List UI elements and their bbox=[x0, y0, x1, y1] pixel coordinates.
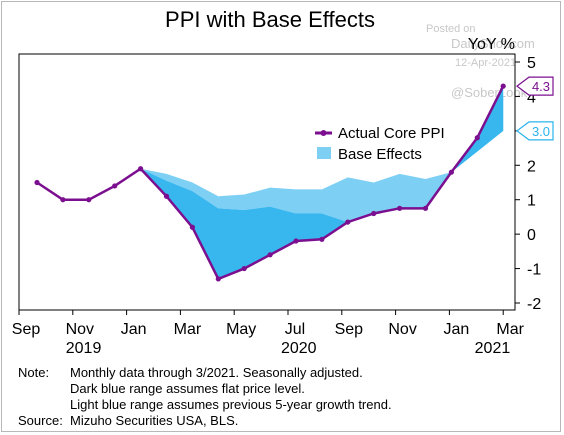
x-tick-label: Nov bbox=[388, 321, 416, 338]
y-tick-label: 4 bbox=[527, 89, 536, 106]
chart-title: PPI with Base Effects bbox=[165, 7, 375, 32]
value-callout-label: 4.3 bbox=[532, 79, 550, 94]
chart-notes: Note: Monthly data through 3/2021. Season… bbox=[18, 365, 392, 429]
actual-core-ppi-point bbox=[86, 197, 92, 203]
y-tick-label: 1 bbox=[527, 193, 536, 210]
x-year-label: 2020 bbox=[281, 340, 317, 357]
legend-marker-swatch bbox=[320, 130, 327, 136]
actual-core-ppi-point bbox=[163, 193, 170, 199]
note-line-1: Monthly data through 3/2021. Seasonally … bbox=[70, 365, 363, 380]
actual-core-ppi-point bbox=[500, 83, 506, 89]
actual-core-ppi-point bbox=[34, 179, 40, 186]
actual-core-ppi-point bbox=[448, 169, 454, 175]
y-tick-label: 0 bbox=[527, 227, 536, 244]
note-label: Note: bbox=[18, 365, 50, 380]
x-year-label: 2021 bbox=[475, 340, 511, 357]
x-tick-label: Nov bbox=[66, 321, 94, 338]
base-effects-dark-band bbox=[140, 86, 504, 279]
actual-core-ppi-point bbox=[371, 210, 377, 217]
y-axis-title: YoY % bbox=[468, 36, 515, 53]
actual-core-ppi-point bbox=[293, 238, 299, 244]
value-callout-box bbox=[516, 121, 554, 141]
x-tick-label: Sep bbox=[335, 321, 364, 338]
watermark: Posted on DailyShot.com 12-Apr-2021 @Sob… bbox=[426, 23, 535, 100]
note-line-2: Dark blue range assumes flat price level… bbox=[70, 381, 305, 396]
y-tick-label: -1 bbox=[527, 262, 541, 279]
x-year-label: 2019 bbox=[66, 340, 102, 357]
watermark-date: 12-Apr-2021 bbox=[455, 57, 516, 69]
actual-core-ppi-point bbox=[474, 135, 480, 141]
actual-core-ppi-point bbox=[345, 219, 351, 225]
watermark-handle: @SoberLook bbox=[451, 85, 528, 100]
watermark-posted-on: Posted on bbox=[426, 23, 476, 35]
actual-core-ppi-point bbox=[422, 205, 429, 211]
x-tick-label: Mar bbox=[174, 321, 202, 338]
actual-core-ppi-point bbox=[138, 166, 144, 172]
source-text: Mizuho Securities USA, BLS. bbox=[70, 413, 239, 428]
source-label: Source: bbox=[18, 413, 63, 428]
x-tick-label: Jan bbox=[121, 321, 147, 338]
y-tick-label: 5 bbox=[527, 55, 536, 72]
x-tick-label: Jul bbox=[285, 321, 305, 338]
x-tick-label: Mar bbox=[496, 321, 524, 338]
watermark-site: DailyShot.com bbox=[451, 36, 535, 51]
note-line-3: Light blue range assumes previous 5-year… bbox=[70, 397, 392, 412]
base-effects-light-band bbox=[140, 96, 504, 223]
actual-core-ppi-point bbox=[241, 265, 247, 272]
actual-core-ppi-point bbox=[267, 252, 273, 258]
x-tick-label: May bbox=[226, 321, 256, 338]
x-tick-label: Jan bbox=[444, 321, 470, 338]
legend-label-base: Base Effects bbox=[338, 146, 422, 163]
value-callout-label: 3.0 bbox=[532, 124, 550, 139]
y-tick-label: -2 bbox=[527, 296, 541, 313]
plot-area bbox=[18, 53, 516, 311]
legend-label-actual: Actual Core PPI bbox=[338, 125, 445, 142]
y-tick-label: 2 bbox=[527, 158, 536, 175]
legend-band-swatch bbox=[317, 147, 331, 159]
actual-core-ppi-point bbox=[215, 276, 221, 282]
actual-core-ppi-point bbox=[319, 236, 325, 242]
actual-core-ppi-point bbox=[397, 205, 403, 211]
actual-core-ppi-point bbox=[60, 197, 66, 203]
legend: Actual Core PPI Base Effects bbox=[315, 125, 445, 163]
x-tick-label: Sep bbox=[12, 321, 41, 338]
actual-core-ppi-point bbox=[112, 183, 118, 189]
actual-core-ppi-point bbox=[189, 224, 195, 230]
value-callout-box bbox=[516, 76, 554, 96]
